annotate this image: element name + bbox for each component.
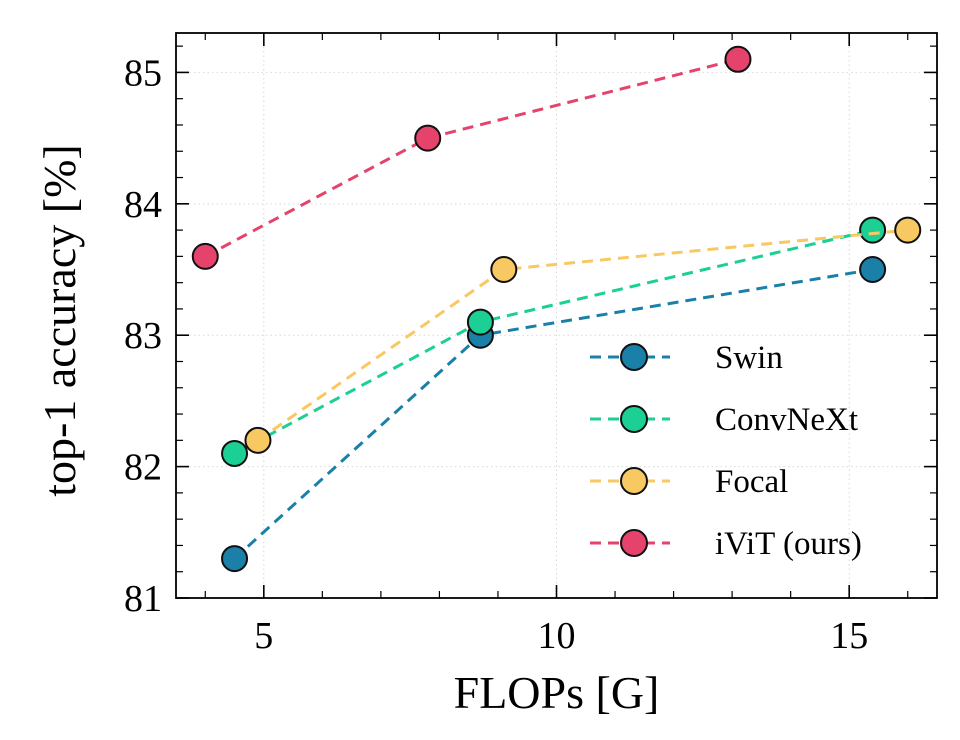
axis-ticks <box>176 33 937 599</box>
plot-frame <box>175 32 938 599</box>
legend-item: ConvNeXt <box>590 402 858 438</box>
data-point <box>894 216 922 244</box>
y-tick-label: 85 <box>124 52 162 94</box>
y-axis-label: top-1 accuracy [%] <box>34 144 85 496</box>
series-focal <box>244 216 922 454</box>
data-point <box>859 216 887 244</box>
series-line <box>257 228 908 442</box>
legend-marker <box>620 467 648 495</box>
y-tick-label: 81 <box>124 578 162 620</box>
x-tick-label: 5 <box>254 615 273 657</box>
grid <box>176 33 937 599</box>
x-tick-label: 15 <box>830 615 868 657</box>
legend-label: Focal <box>715 464 788 500</box>
data-point <box>221 545 249 573</box>
y-tick-label: 82 <box>124 447 162 489</box>
series-layer <box>191 45 922 573</box>
legend-marker <box>620 343 648 371</box>
legend: Swin ConvNeXt Focal iViT (ours) <box>590 340 862 562</box>
legend-item: Focal <box>590 464 788 500</box>
data-point <box>724 45 752 73</box>
tick-labels: 5 10 15 81 82 83 84 85 <box>124 52 868 657</box>
data-point <box>466 308 494 336</box>
legend-label: iViT (ours) <box>715 526 862 562</box>
y-tick-label: 84 <box>124 184 162 226</box>
x-tick-label: 10 <box>538 615 576 657</box>
x-axis-label: FLOPs [G] <box>454 667 660 718</box>
data-point <box>490 256 518 284</box>
series-line <box>204 57 739 258</box>
legend-marker <box>620 405 648 433</box>
series-ivit-ours <box>191 45 752 270</box>
legend-marker <box>620 529 648 557</box>
series-convnext <box>221 216 887 467</box>
data-point <box>244 426 272 454</box>
legend-label: Swin <box>715 340 783 376</box>
legend-item: iViT (ours) <box>590 526 862 562</box>
data-point <box>859 256 887 284</box>
data-point <box>221 439 249 467</box>
data-point <box>414 124 442 152</box>
data-point <box>191 242 219 270</box>
y-tick-label: 83 <box>124 315 162 357</box>
legend-item: Swin <box>590 340 783 376</box>
legend-label: ConvNeXt <box>715 402 858 438</box>
